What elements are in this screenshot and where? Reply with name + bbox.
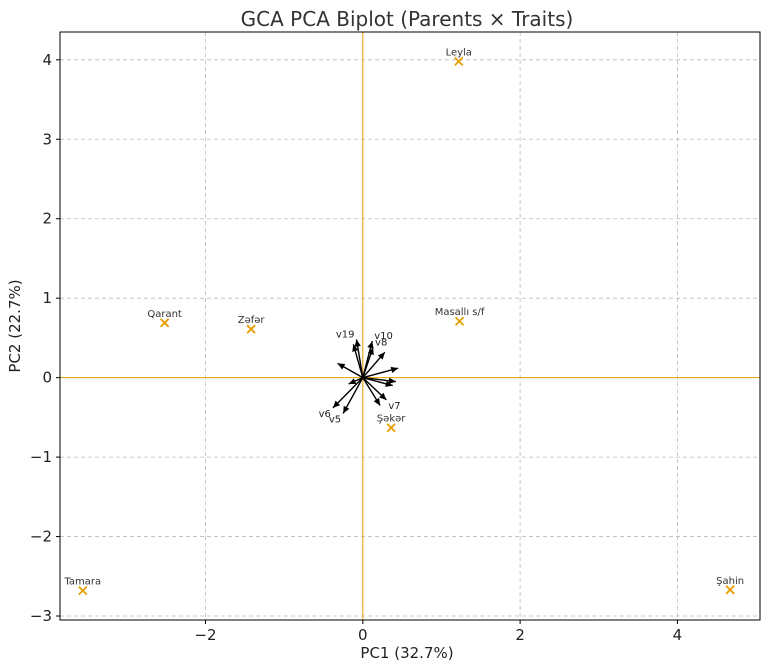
parent-point: Şahin: [716, 576, 744, 595]
vector-label: v6: [319, 409, 331, 420]
y-tick-label: −3: [30, 607, 52, 625]
trait-vector: v6: [319, 377, 364, 420]
y-tick-label: 0: [42, 369, 52, 387]
vector-label: v8: [375, 337, 387, 348]
vector-arrowhead: [388, 377, 396, 384]
point-marker: [159, 318, 170, 328]
parent-point: Şəkər: [377, 414, 406, 433]
vector-shaft: [332, 377, 364, 409]
point-label: Qarant: [147, 309, 182, 320]
x-tick-label: −2: [194, 626, 216, 644]
parent-point: Leyla: [446, 47, 472, 67]
y-axis-label: PC2 (22.7%): [6, 279, 24, 372]
parent-point: Qarant: [147, 309, 182, 328]
y-tick-label: 2: [42, 210, 52, 228]
y-tick-label: 1: [42, 289, 52, 307]
x-axis-label: PC1 (32.7%): [360, 644, 453, 662]
parent-point: Zəfər: [238, 315, 266, 334]
vector-arrowhead: [390, 366, 399, 374]
plot-frame: [59, 31, 761, 621]
point-marker: [725, 585, 735, 595]
trait-vector: [362, 376, 393, 387]
point-label: Şəkər: [377, 414, 406, 425]
trait-vector: v8: [362, 337, 387, 378]
trait-vector: [337, 362, 364, 379]
vector-arrowhead: [352, 344, 359, 352]
point-marker: [78, 585, 88, 596]
vector-arrowhead: [337, 363, 346, 370]
vector-arrowhead: [348, 378, 357, 385]
vector-arrowhead: [343, 405, 350, 414]
trait-vector: [362, 351, 386, 379]
parent-point: Masallı s/f: [435, 307, 485, 326]
trait-vector: [362, 366, 399, 379]
vector-arrowhead: [354, 339, 361, 347]
y-tick-label: 4: [42, 51, 52, 69]
reference-lines: [60, 32, 760, 620]
x-tick-label: 0: [358, 626, 368, 644]
point-marker: [386, 423, 396, 433]
vector-label: v7: [388, 401, 400, 412]
vector-arrowhead: [379, 392, 387, 400]
vector-arrowhead: [385, 380, 393, 387]
parent-point: Tamara: [63, 577, 101, 596]
vector-arrowhead: [332, 400, 341, 408]
point-label: Masallı s/f: [435, 307, 485, 318]
y-tick-label: −1: [30, 448, 52, 466]
point-label: Zəfər: [238, 315, 266, 326]
parent-points: Leyla Qarant Zəfər Masallı s/f Şəkər Tamara Şa…: [63, 47, 744, 596]
trait-vector: [362, 376, 396, 384]
point-label: Tamara: [63, 577, 101, 588]
y-tick-label: 3: [42, 130, 52, 148]
x-tick-label: 4: [673, 626, 683, 644]
trait-vector: [348, 377, 364, 385]
trait-vector: v7: [362, 377, 401, 412]
point-marker: [454, 56, 464, 67]
vector-arrowhead: [367, 347, 374, 356]
vector-label: v19: [336, 330, 355, 341]
vector-arrowhead: [373, 397, 381, 406]
y-tick-label: −2: [30, 528, 52, 546]
grid-layer: [60, 32, 760, 620]
vector-label: v5: [329, 414, 341, 425]
point-marker: [454, 316, 465, 326]
point-label: Leyla: [446, 47, 472, 58]
vector-arrowhead: [367, 341, 374, 349]
vector-label: v10: [374, 331, 393, 342]
axis-ticks: −2 0 2 4 −3 −2 −1 0 1 2 3 4: [30, 51, 682, 644]
trait-vector: [352, 344, 364, 378]
vector-arrowhead: [377, 352, 385, 360]
chart-title: GCA PCA Biplot (Parents × Traits): [241, 7, 574, 31]
trait-vector: v5: [329, 377, 364, 425]
trait-vector: [362, 377, 381, 406]
x-tick-label: 2: [515, 626, 525, 644]
trait-vector: v19: [336, 330, 364, 378]
point-label: Şahin: [716, 576, 744, 587]
point-marker: [246, 324, 256, 334]
